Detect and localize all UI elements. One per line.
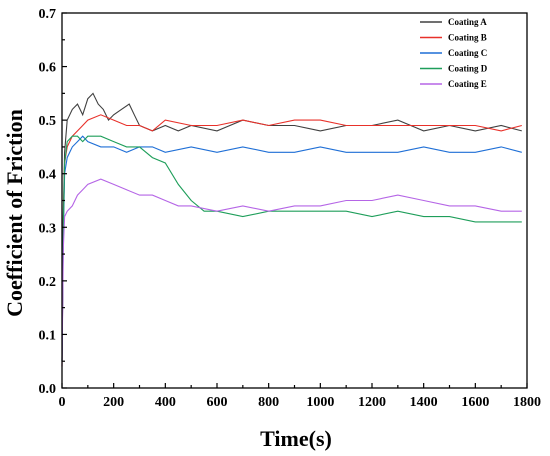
plot-series-group — [61, 92, 522, 367]
x-tick-label: 0 — [59, 395, 66, 410]
x-axis-label: Time(s) — [260, 426, 332, 451]
x-tick-label: 1600 — [461, 395, 489, 410]
x-tick-label: 1800 — [513, 395, 541, 410]
x-tick-label: 1000 — [306, 395, 334, 410]
legend-label: Coating E — [448, 79, 487, 89]
legend-label: Coating B — [448, 33, 487, 43]
legend-label: Coating D — [448, 64, 488, 74]
x-tick-label: 200 — [103, 395, 124, 410]
x-tick-label: 1400 — [410, 395, 438, 410]
y-tick-label: 0.6 — [39, 61, 57, 76]
y-axis-label: Coefficient of Friction — [2, 109, 27, 317]
series-line-2 — [61, 114, 522, 367]
y-tick-label: 0.2 — [39, 275, 57, 290]
y-tick-label: 0.4 — [39, 168, 57, 183]
series-line-1 — [61, 92, 522, 362]
x-tick-label: 800 — [258, 395, 279, 410]
x-tick-label: 1200 — [358, 395, 386, 410]
legend-label: Coating A — [448, 17, 487, 27]
series-line-3 — [61, 135, 522, 362]
series-line-5 — [61, 178, 522, 367]
y-tick-label: 0.5 — [39, 114, 57, 129]
y-tick-label: 0.3 — [39, 221, 57, 236]
series-line-4 — [61, 135, 522, 362]
axis-ticks: 0 200 400 600 800 1000 1200 1400 1600 1800 0.0 0.1 0… — [39, 7, 542, 410]
y-tick-label: 0.0 — [39, 382, 57, 397]
legend: Coating A Coating B Coating C Coating D Coat… — [420, 17, 488, 89]
legend-label: Coating C — [448, 48, 487, 58]
y-tick-label: 0.7 — [39, 7, 57, 22]
x-tick-label: 400 — [155, 395, 176, 410]
x-tick-label: 600 — [207, 395, 228, 410]
y-tick-label: 0.1 — [39, 328, 57, 343]
